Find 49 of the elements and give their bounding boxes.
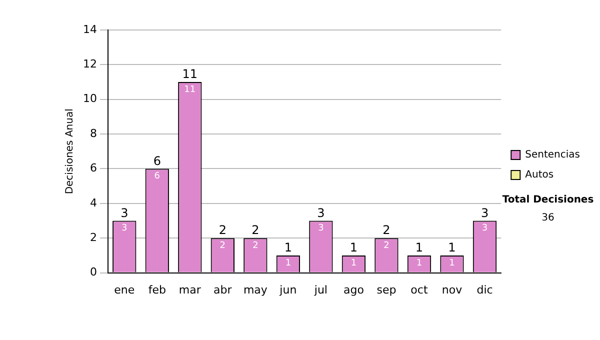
x-tick-label: may bbox=[243, 283, 268, 296]
x-tick-label: ago bbox=[343, 283, 364, 296]
y-tick-label: 0 bbox=[90, 266, 97, 279]
x-tick-label: ene bbox=[114, 283, 135, 296]
x-tick-label: mar bbox=[178, 283, 202, 296]
total-label: 1 bbox=[448, 240, 456, 255]
data-label: 2 bbox=[220, 240, 226, 251]
x-tick-label: nov bbox=[442, 283, 463, 296]
total-label: 1 bbox=[284, 240, 292, 255]
total-label: 2 bbox=[218, 223, 226, 238]
data-label: 2 bbox=[384, 240, 390, 251]
y-tick-label: 4 bbox=[90, 196, 97, 210]
total-label: 3 bbox=[317, 206, 325, 220]
total-label: 3 bbox=[480, 206, 489, 220]
y-axis-title: Decisiones Anual bbox=[64, 108, 76, 194]
y-tick-label: 6 bbox=[90, 162, 97, 175]
total-label: 2 bbox=[252, 223, 260, 238]
x-tick-label: oct bbox=[410, 283, 428, 296]
data-label: 2 bbox=[252, 240, 258, 251]
x-tick-label: dic bbox=[476, 283, 493, 296]
data-label: 3 bbox=[122, 224, 128, 234]
legend-label: Sentencias bbox=[525, 150, 580, 161]
total-label: 2 bbox=[382, 223, 390, 238]
total-label: 1 bbox=[415, 240, 424, 255]
total-label: 3 bbox=[120, 206, 128, 220]
y-tick-label: 8 bbox=[90, 126, 97, 140]
x-tick-label: jun bbox=[278, 283, 297, 296]
y-tick-label: 2 bbox=[90, 230, 97, 244]
data-label: 1 bbox=[285, 258, 292, 268]
data-label: 1 bbox=[350, 258, 357, 268]
x-tick-label: feb bbox=[148, 283, 166, 296]
text: 36 bbox=[542, 212, 554, 224]
total-label: 6 bbox=[153, 154, 161, 168]
total-label: 1 bbox=[350, 240, 358, 255]
x-tick-label: sep bbox=[376, 283, 396, 296]
x-tick-label: jul bbox=[313, 283, 328, 296]
y-tick-label: 10 bbox=[82, 92, 97, 106]
data-label: 3 bbox=[482, 224, 488, 234]
legend-label: Autos bbox=[525, 170, 554, 181]
data-label: 1 bbox=[449, 258, 455, 268]
data-label: 11 bbox=[184, 84, 196, 95]
data-label: 1 bbox=[416, 258, 422, 268]
y-tick-label: 12 bbox=[82, 58, 97, 71]
text: Total Decisiones bbox=[502, 194, 594, 206]
y-tick-label: 14 bbox=[82, 22, 97, 36]
total-label: 11 bbox=[182, 67, 198, 82]
data-label: 3 bbox=[318, 224, 324, 234]
x-tick-label: abr bbox=[214, 283, 232, 296]
data-label: 6 bbox=[154, 172, 160, 182]
